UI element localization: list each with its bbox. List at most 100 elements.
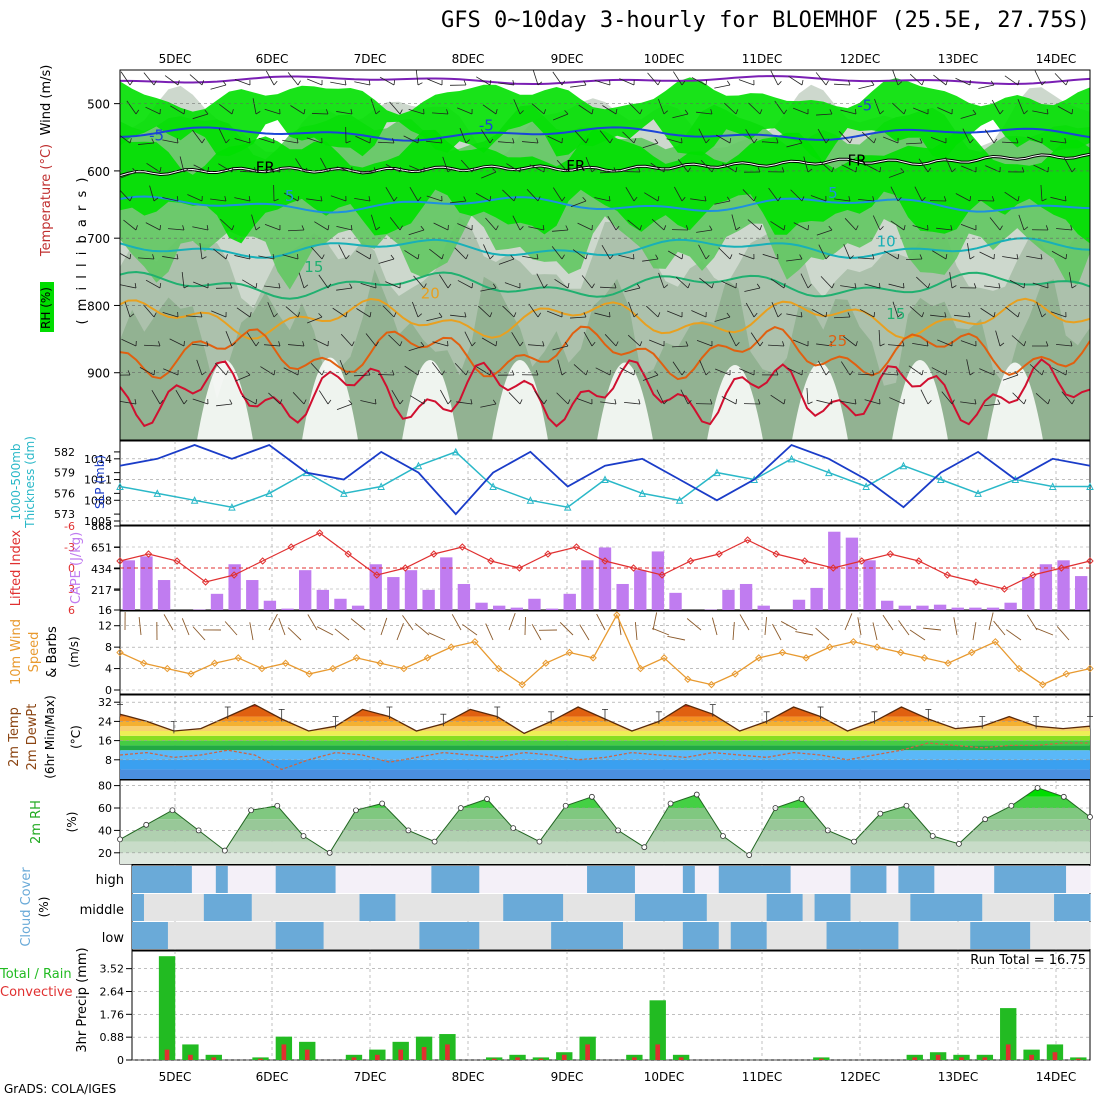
wind-barb xyxy=(599,286,617,289)
precip-label: 3.52 xyxy=(100,963,125,976)
wind-barb xyxy=(647,72,659,86)
wind-barb xyxy=(816,229,833,236)
wind-barb-flag xyxy=(489,255,494,260)
wind-barb-flag xyxy=(159,399,164,405)
precip-conv-bar xyxy=(375,1054,380,1060)
cloud-cell xyxy=(479,866,492,893)
cloud-cell xyxy=(587,922,600,949)
wind-barb-flag xyxy=(1071,285,1077,289)
wind-barb xyxy=(365,333,377,347)
cape-bar xyxy=(475,602,488,610)
cloud-cell xyxy=(227,922,241,949)
contour-label: 15 xyxy=(886,305,905,323)
2m-temp-label: 24 xyxy=(98,715,112,728)
wind-barb xyxy=(320,157,329,173)
isotherm-5 xyxy=(120,195,1090,214)
wind-barb xyxy=(457,107,473,115)
wind-barb-flag xyxy=(417,313,422,318)
wind-barb xyxy=(840,400,857,405)
wind-barb-flag xyxy=(729,137,732,144)
wind-barb xyxy=(962,128,971,144)
wind-speed-marker xyxy=(305,670,313,678)
cloud-label-a: Cloud Cover xyxy=(19,867,34,947)
lifted-index-marker xyxy=(1029,571,1037,579)
cloud-cell xyxy=(563,866,576,893)
wind-barb-flag xyxy=(537,81,543,86)
wind-barb xyxy=(318,274,329,289)
wind-barb xyxy=(984,285,1001,289)
wind-barb-flag xyxy=(896,370,899,376)
wind-barb-flag xyxy=(919,138,923,144)
surface-wind-barb xyxy=(988,612,994,631)
wind-barb-flag xyxy=(519,341,524,347)
cloud-cell xyxy=(407,922,420,949)
cloud-cell xyxy=(599,922,612,949)
wind-barb-flag xyxy=(615,341,619,347)
wind-barb-flag xyxy=(519,167,522,173)
rh-marker xyxy=(798,796,805,802)
li-label: 6 xyxy=(68,604,75,617)
rh-marker xyxy=(1034,784,1041,791)
wind-barb xyxy=(607,216,617,231)
wind-barb-flag xyxy=(663,167,666,173)
temp-color-band xyxy=(120,721,1090,727)
wind-barb-flag xyxy=(129,313,135,318)
cloud-cell xyxy=(143,866,157,893)
wind-barb xyxy=(890,186,899,202)
lifted-index-marker xyxy=(373,571,381,579)
thickness-marker xyxy=(899,461,908,470)
wind-barb-flag xyxy=(375,226,381,231)
wind-barb xyxy=(456,401,473,405)
date-label-bottom: 7DEC xyxy=(354,1070,387,1084)
wind-barb-flag xyxy=(993,312,996,318)
wind-barb xyxy=(905,258,923,261)
wind-barb-flag xyxy=(681,253,684,260)
wind-barb-flag xyxy=(729,254,733,260)
rh-marker xyxy=(641,844,648,851)
wind-barb xyxy=(432,341,449,347)
wind-barb xyxy=(793,222,809,231)
wind-barb-flag xyxy=(542,341,545,347)
wind-barb-flag xyxy=(900,167,905,173)
wind-barb-flag xyxy=(849,138,853,144)
wind-barb xyxy=(696,229,713,233)
wind-barb xyxy=(192,343,209,347)
wind-barb xyxy=(408,109,425,115)
wind-barb xyxy=(892,102,905,115)
wind-speed-marker xyxy=(423,654,432,662)
cloud-cell xyxy=(563,922,576,949)
surface-wind-barb xyxy=(350,618,366,631)
wind-barb xyxy=(1011,335,1025,347)
wind-barb-flag xyxy=(735,109,739,115)
wind-barb-flag xyxy=(735,342,740,347)
wind-barb-flag xyxy=(872,254,875,260)
wind10-panel xyxy=(119,610,1091,695)
cloud-cell xyxy=(563,894,576,921)
wind-barb-flag xyxy=(585,370,589,376)
wind-barb xyxy=(599,171,617,174)
wind-barb-flag xyxy=(327,225,330,231)
wind-barb xyxy=(433,222,449,231)
wind-barb-flag xyxy=(255,398,258,405)
wind-barb xyxy=(339,359,347,376)
wind-barb xyxy=(391,390,401,405)
wind-speed-marker xyxy=(258,664,266,673)
wind-barb xyxy=(1026,255,1043,260)
lifted-index-marker xyxy=(430,550,438,558)
wind-barb-flag xyxy=(470,399,473,405)
wind-barb xyxy=(1032,110,1049,115)
slp-label: 1005 xyxy=(84,515,112,528)
cloud-cell xyxy=(802,866,816,893)
cloud-cell xyxy=(251,922,265,949)
lifted-index-marker xyxy=(915,557,923,565)
wind-barb xyxy=(980,307,995,318)
wind-barb xyxy=(816,113,833,116)
wind-barb-flag xyxy=(759,109,763,115)
wind-barb-flag xyxy=(176,138,179,144)
cloud-cell xyxy=(203,894,217,921)
wind-barb xyxy=(1036,301,1043,318)
wind-barb xyxy=(169,338,185,347)
cloud-cell xyxy=(395,894,409,921)
cloud-cell xyxy=(419,866,432,893)
wind-barb-flag xyxy=(231,225,235,231)
